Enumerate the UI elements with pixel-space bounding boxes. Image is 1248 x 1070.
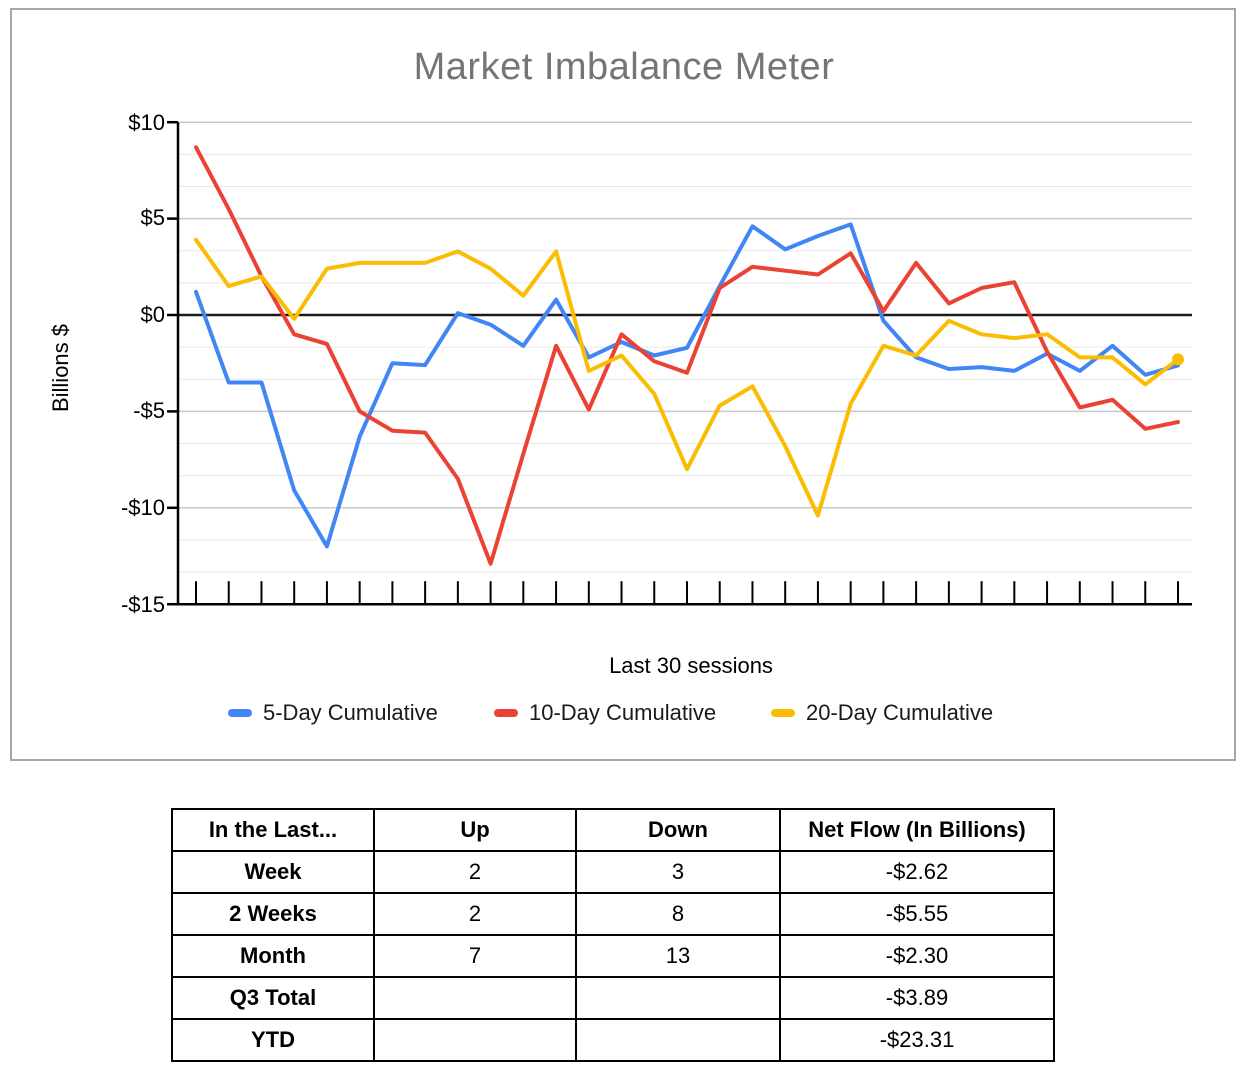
series-line-5-day-cumulative bbox=[194, 222, 1180, 549]
legend-label: 10-Day Cumulative bbox=[529, 700, 717, 725]
column-header[interactable]: Net Flow (In Billions) bbox=[779, 808, 1055, 852]
row-label-cell[interactable]: YTD bbox=[171, 1018, 375, 1062]
legend-item-5-day[interactable]: 5-Day Cumulative bbox=[228, 700, 438, 726]
value-cell[interactable]: 8 bbox=[575, 892, 781, 936]
table-row: Q3 Total -$3.89 bbox=[171, 976, 1055, 1020]
y-tick-label: -$10 bbox=[120, 495, 165, 520]
value-cell[interactable]: -$23.31 bbox=[779, 1018, 1055, 1062]
value-cell[interactable] bbox=[575, 976, 781, 1020]
table-row: Week 2 3 -$2.62 bbox=[171, 850, 1055, 894]
row-label-cell[interactable]: 2 Weeks bbox=[171, 892, 375, 936]
series-line-20-day-cumulative bbox=[194, 237, 1180, 518]
table-row: Month 7 13 -$2.30 bbox=[171, 934, 1055, 978]
column-header[interactable]: Up bbox=[373, 808, 577, 852]
table-row: 2 Weeks 2 8 -$5.55 bbox=[171, 892, 1055, 936]
y-tick-label: -$15 bbox=[120, 592, 165, 617]
value-cell[interactable] bbox=[575, 1018, 781, 1062]
line-chart bbox=[167, 120, 1192, 606]
legend-swatch-red bbox=[494, 709, 518, 717]
series-line-10-day-cumulative bbox=[194, 145, 1180, 566]
y-tick-label: $0 bbox=[140, 302, 165, 327]
legend-item-10-day[interactable]: 10-Day Cumulative bbox=[494, 700, 716, 726]
value-cell[interactable] bbox=[373, 976, 577, 1020]
chart-title: Market Imbalance Meter bbox=[413, 46, 835, 88]
y-tick-label: $5 bbox=[140, 205, 165, 230]
value-cell[interactable]: 2 bbox=[373, 892, 577, 936]
legend-label: 5-Day Cumulative bbox=[263, 700, 438, 725]
value-cell[interactable]: 13 bbox=[575, 934, 781, 978]
legend-item-20-day[interactable]: 20-Day Cumulative bbox=[771, 700, 993, 726]
chart-card[interactable] bbox=[10, 8, 1236, 761]
table-row: YTD -$23.31 bbox=[171, 1018, 1055, 1062]
value-cell[interactable] bbox=[373, 1018, 577, 1062]
column-header[interactable]: In the Last... bbox=[171, 808, 375, 852]
value-cell[interactable]: -$2.62 bbox=[779, 850, 1055, 894]
value-cell[interactable]: -$5.55 bbox=[779, 892, 1055, 936]
column-header[interactable]: Down bbox=[575, 808, 781, 852]
y-axis-title: Billions $ bbox=[48, 323, 73, 413]
value-cell[interactable]: -$2.30 bbox=[779, 934, 1055, 978]
series-end-point-marker bbox=[1171, 353, 1184, 366]
row-label-cell[interactable]: Week bbox=[171, 850, 375, 894]
row-label-cell[interactable]: Month bbox=[171, 934, 375, 978]
y-tick-label: -$5 bbox=[133, 398, 165, 423]
legend-label: 20-Day Cumulative bbox=[806, 700, 994, 725]
x-axis-label: Last 30 sessions bbox=[609, 653, 773, 678]
value-cell[interactable]: 3 bbox=[575, 850, 781, 894]
legend-swatch-yellow bbox=[771, 709, 795, 717]
legend-swatch-blue bbox=[228, 709, 252, 717]
table-header-row: In the Last... Up Down Net Flow (In Billion… bbox=[171, 808, 1055, 852]
row-label-cell[interactable]: Q3 Total bbox=[171, 976, 375, 1020]
value-cell[interactable]: 7 bbox=[373, 934, 577, 978]
summary-table: In the Last... Up Down Net Flow (In Billion… bbox=[171, 808, 1055, 1062]
value-cell[interactable]: 2 bbox=[373, 850, 577, 894]
y-tick-label: $10 bbox=[128, 110, 165, 135]
value-cell[interactable]: -$3.89 bbox=[779, 976, 1055, 1020]
gridlines bbox=[178, 121, 1192, 573]
